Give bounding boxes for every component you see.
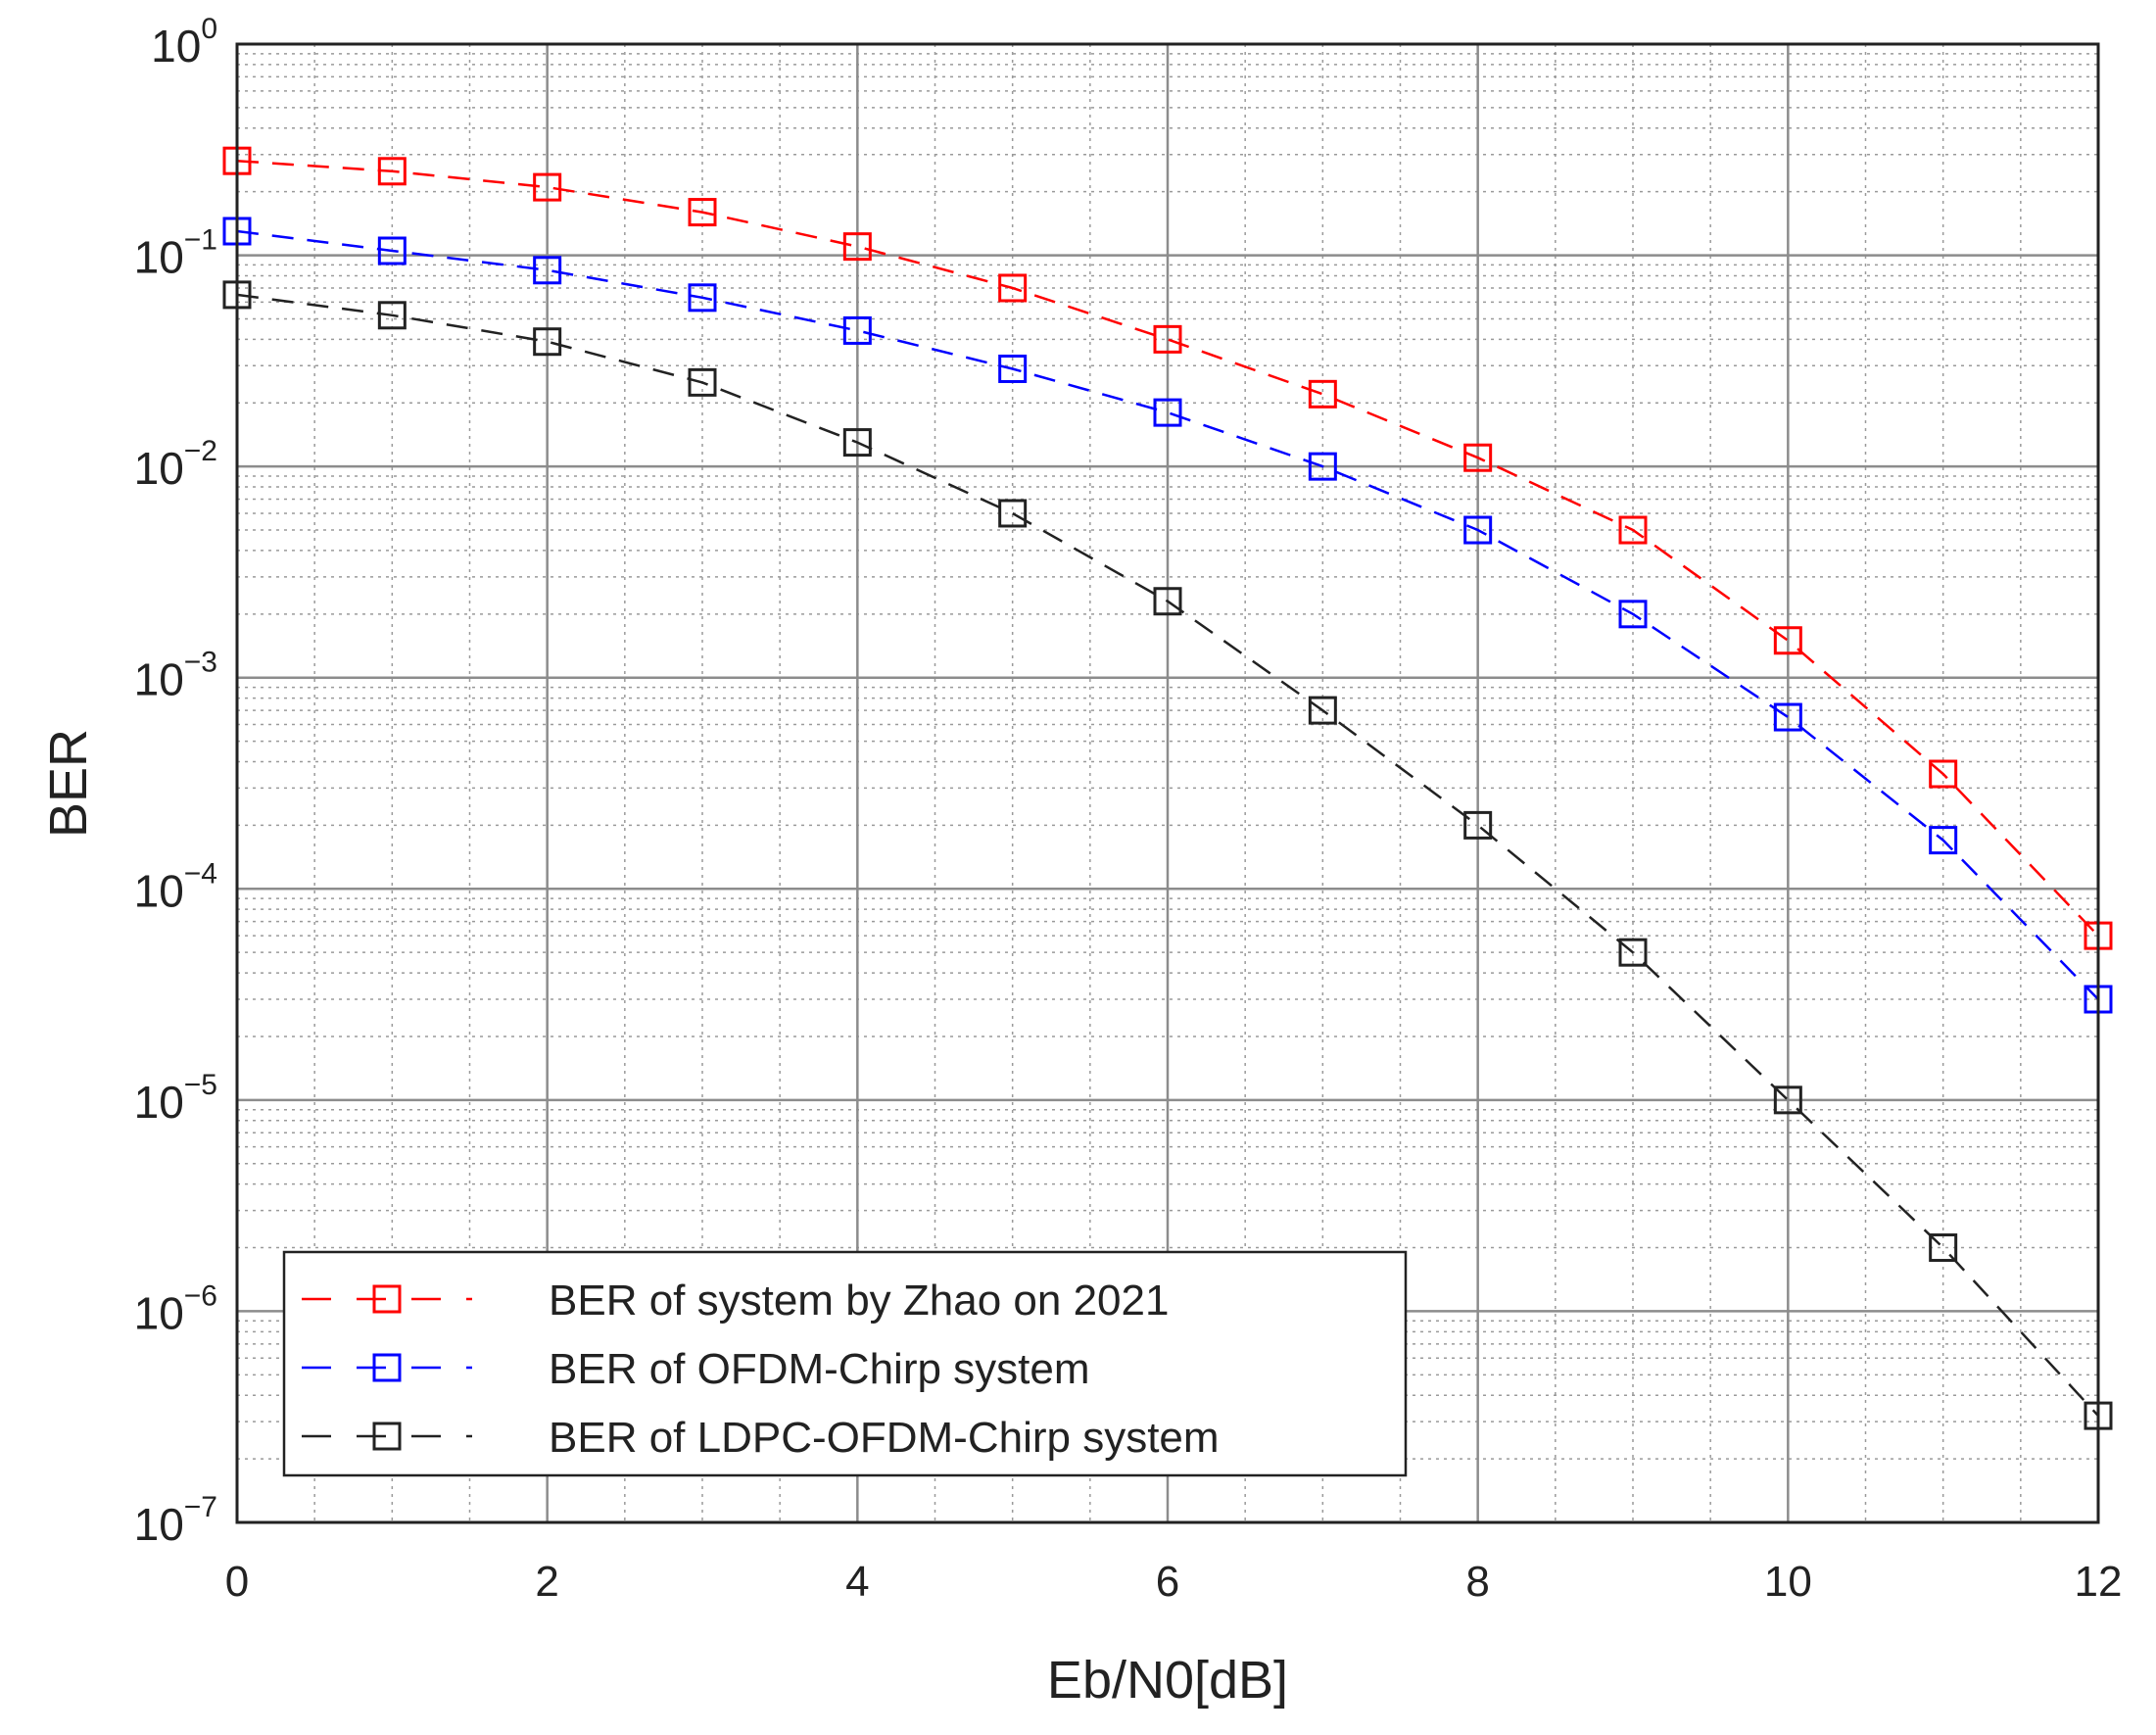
y-axis-label: BER <box>39 729 98 838</box>
y-tick-label: 10−2 <box>134 435 217 494</box>
data-point-marker <box>1618 600 1648 629</box>
y-tick-label: 10−5 <box>134 1069 217 1128</box>
y-tick-label: 100 <box>151 13 217 72</box>
data-point-marker <box>1929 826 1958 855</box>
data-point-marker <box>1929 759 1958 789</box>
data-point-marker <box>1773 626 1802 655</box>
data-point-marker <box>1308 696 1337 725</box>
data-point-marker <box>533 256 562 285</box>
data-point-marker <box>1308 452 1337 481</box>
data-point-marker <box>377 301 407 330</box>
legend-swatch-marker <box>372 1422 402 1451</box>
legend-entry-label: BER of system by Zhao on 2021 <box>549 1277 1169 1325</box>
data-point-marker <box>1153 324 1182 354</box>
legend-box <box>282 1250 1408 1477</box>
x-tick-labels: 0 2 4 6 8 10 12 <box>225 1558 2123 1606</box>
data-point-marker <box>1463 515 1493 545</box>
data-point-marker <box>842 428 872 458</box>
legend-entry-label: BER of OFDM-Chirp system <box>549 1345 1090 1393</box>
y-tick-labels: 100 10−1 10−2 10−3 10−4 10−5 10−6 10−7 <box>134 13 217 1550</box>
x-tick-label: 2 <box>535 1558 558 1606</box>
x-tick-label: 12 <box>2075 1558 2123 1606</box>
data-point-marker <box>1308 379 1337 409</box>
data-point-marker <box>842 315 872 345</box>
data-point-marker <box>998 499 1028 528</box>
legend-swatch-marker <box>372 1353 402 1382</box>
data-point-marker <box>688 198 717 227</box>
data-point-marker <box>1153 587 1182 616</box>
y-tick-label: 10−1 <box>134 224 217 283</box>
data-point-marker <box>688 367 717 397</box>
data-point-marker <box>842 232 872 262</box>
data-point-marker <box>1153 398 1182 427</box>
data-point-marker <box>1929 1233 1958 1263</box>
data-point-marker <box>377 236 407 265</box>
y-tick-label: 10−7 <box>134 1491 217 1550</box>
data-point-marker <box>1773 702 1802 732</box>
x-axis-label: Eb/N0[dB] <box>1047 1651 1288 1710</box>
plot-frame <box>235 42 2100 1524</box>
data-point-marker <box>688 283 717 313</box>
data-point-marker <box>533 327 562 357</box>
data-point-marker <box>1463 810 1493 840</box>
legend-entry-label: BER of LDPC-OFDM-Chirp system <box>549 1414 1220 1462</box>
data-point-marker <box>998 354 1028 383</box>
data-point-marker <box>1618 938 1648 967</box>
data-point-marker <box>1618 515 1648 545</box>
x-tick-label: 10 <box>1764 1558 1812 1606</box>
series-line-3 <box>236 293 2099 1417</box>
data-point-marker <box>1773 1085 1802 1115</box>
y-tick-label: 10−3 <box>134 647 217 705</box>
y-tick-label: 10−6 <box>134 1279 217 1338</box>
x-tick-label: 0 <box>225 1558 249 1606</box>
data-point-marker <box>998 273 1028 303</box>
x-tick-label: 6 <box>1156 1558 1179 1606</box>
data-point-marker <box>533 172 562 202</box>
x-tick-label: 8 <box>1465 1558 1489 1606</box>
data-point-marker <box>377 157 407 186</box>
y-tick-label: 10−4 <box>134 857 217 916</box>
legend-swatch-marker <box>372 1284 402 1314</box>
legend: BER of system by Zhao on 2021 BER of OFDM… <box>282 1250 1408 1477</box>
data-point-marker <box>1463 443 1493 472</box>
x-tick-label: 4 <box>845 1558 869 1606</box>
